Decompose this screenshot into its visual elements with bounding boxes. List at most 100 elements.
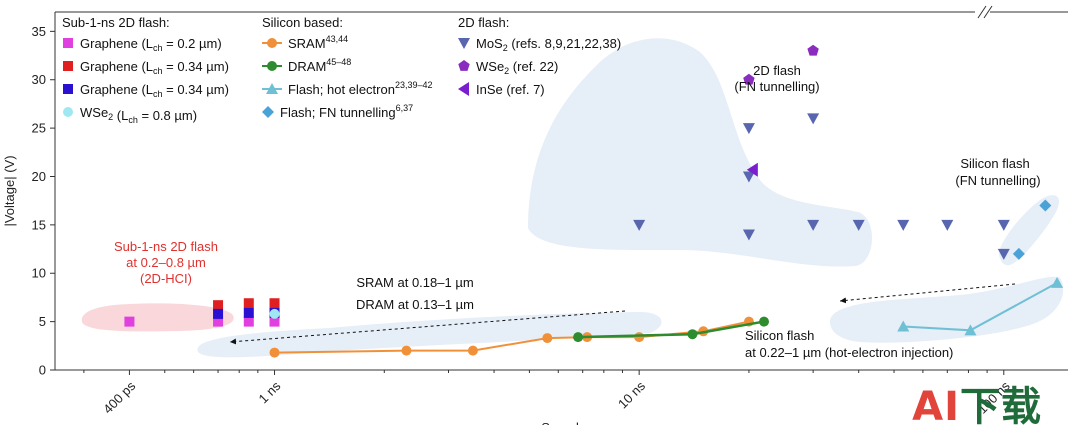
data-point [243, 298, 254, 309]
data-point [807, 113, 820, 125]
data-point [633, 219, 646, 231]
data-point [759, 316, 770, 327]
legend-marker [267, 38, 277, 48]
data-point [742, 229, 755, 241]
data-point [997, 248, 1010, 260]
legend-marker [63, 38, 73, 48]
series-dram [573, 316, 770, 343]
region-2d-flash [528, 38, 873, 267]
annotation-dram-range: DRAM at 0.13–1 µm [356, 297, 474, 312]
series-inse [746, 162, 758, 177]
data-point [743, 73, 755, 85]
legend-heading: Silicon based: [262, 15, 343, 30]
data-point [807, 44, 819, 56]
legend-marker [63, 84, 73, 94]
watermark-a: AI [912, 384, 960, 430]
legend-label: InSe (ref. 7) [476, 82, 545, 97]
data-point [746, 162, 758, 177]
data-point [897, 320, 910, 332]
legend-marker [458, 38, 470, 49]
legend-marker [458, 82, 469, 96]
legend-label: Graphene (Lch = 0.2 µm) [80, 36, 222, 53]
legend-marker [63, 107, 73, 117]
trend-arrow-silicon [229, 310, 626, 345]
legend-label: MoS2 (refs. 8,9,21,22,38) [476, 36, 621, 53]
data-point [213, 316, 224, 327]
data-point [243, 316, 254, 327]
annotation-sub1ns-line2: at 0.2–0.8 µm [126, 255, 206, 270]
region-sub1ns [81, 303, 234, 332]
data-point [941, 219, 954, 231]
watermark-logo: AI下载 [912, 374, 1042, 432]
data-point [243, 307, 254, 318]
y-axis-label-group: |Voltage| (V) [2, 155, 17, 226]
legend-marker [63, 61, 73, 71]
region-si-flash-fn [999, 195, 1059, 266]
series-flash-hot-electron [897, 276, 1064, 336]
data-point [807, 219, 820, 231]
legend-group-2: Silicon based: SRAM43,44 DRAM45–48 Flash; h… [262, 15, 433, 120]
watermark-rest: 下载 [960, 384, 1042, 430]
data-point [467, 345, 478, 356]
legend-heading: 2D flash: [458, 15, 509, 30]
data-point [213, 308, 224, 319]
trend-arrow-flash [839, 283, 1016, 304]
axis-break-mark [977, 5, 987, 19]
legend-heading: Sub-1-ns 2D flash: [62, 15, 170, 30]
data-point [1012, 247, 1025, 260]
annotation-sub1ns-line1: Sub-1-ns 2D flash [114, 239, 218, 254]
data-point [269, 298, 280, 309]
legend-group-3: 2D flash: MoS2 (refs. 8,9,21,22,38) WSe2 (… [458, 15, 621, 97]
x-tick-label-group: 1 ns [255, 378, 283, 406]
legend-group-1: Sub-1-ns 2D flash: Graphene (Lch = 0.2 µm… [62, 15, 229, 125]
data-point [687, 329, 698, 340]
data-point [269, 316, 280, 327]
x-tick-label: 1 ns [255, 378, 283, 406]
axis-break-mark [983, 5, 993, 19]
legend-marker [262, 106, 274, 118]
annotation-sram-range: SRAM at 0.18–1 µm [356, 275, 473, 290]
data-point [213, 300, 224, 311]
region-si-flash-hot [830, 276, 1064, 343]
annotation-si-fn-line2: (FN tunnelling) [955, 173, 1040, 188]
y-tick-label: 20 [32, 169, 46, 184]
legend-label: Graphene (Lch = 0.34 µm) [80, 82, 229, 99]
legend-label: DRAM45–48 [288, 57, 351, 74]
legend-marker [267, 61, 277, 71]
legend-label: Flash; hot electron23,39–42 [288, 80, 433, 97]
legend-marker [458, 60, 470, 71]
series-wse2 [743, 44, 819, 85]
data-point [269, 347, 280, 358]
series-graphene-lch-0-2-m- [124, 316, 280, 327]
x-tick-label-group: 400 ps [100, 378, 139, 417]
data-point [269, 308, 280, 319]
annotation-sub1ns-line3: (2D-HCI) [140, 271, 192, 286]
data-point [997, 219, 1010, 231]
legend-label: SRAM43,44 [288, 34, 348, 51]
x-tick-label: 400 ps [100, 378, 139, 417]
data-point [401, 345, 412, 356]
annotation-si-hot-line2: at 0.22–1 µm (hot-electron injection) [745, 345, 953, 360]
region-silicon-lines [197, 312, 662, 358]
data-point [542, 333, 553, 344]
x-axis-label: Speed [541, 420, 579, 425]
legend-marker [266, 83, 278, 94]
y-tick-label: 5 [39, 314, 46, 329]
legend-label: Graphene (Lch = 0.34 µm) [80, 59, 229, 76]
legend-label: WSe2 (ref. 22) [476, 59, 558, 76]
legend-label: Flash; FN tunnelling6,37 [280, 103, 413, 120]
data-point [852, 219, 865, 231]
y-tick-label: 0 [39, 363, 46, 378]
y-tick-label: 25 [32, 121, 46, 136]
annotation-si-hot-line1: Silicon flash [745, 328, 814, 343]
data-point [742, 171, 755, 183]
y-tick-label: 30 [32, 72, 46, 87]
annotation-si-fn-line1: Silicon flash [960, 156, 1029, 171]
legend-label: WSe2 (Lch = 0.8 µm) [80, 105, 197, 125]
x-tick-label-group: 10 ns [615, 378, 648, 411]
y-axis-label: |Voltage| (V) [2, 155, 17, 226]
y-tick-label: 35 [32, 24, 46, 39]
y-tick-label: 10 [32, 266, 46, 281]
x-tick-label: 10 ns [615, 378, 648, 411]
